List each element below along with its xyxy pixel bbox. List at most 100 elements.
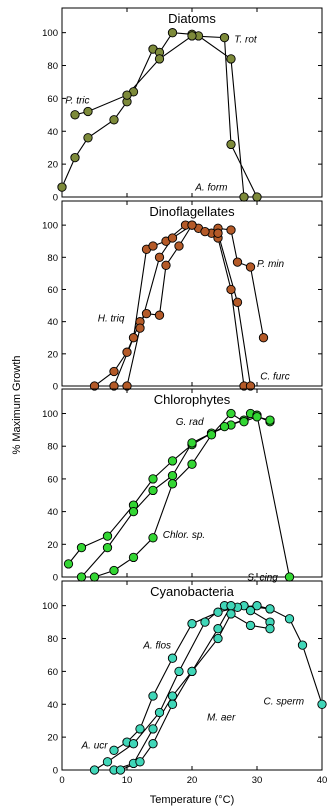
chlorophytes-series-1-point <box>167 470 178 481</box>
chlorophytes-series-2-point <box>226 408 236 419</box>
cyanobacteria-series-0-point <box>167 653 178 663</box>
diatoms-series-0-point <box>226 54 236 64</box>
dinoflagellates-series-2-point <box>167 233 178 243</box>
x-tick-label: 0 <box>59 775 64 786</box>
diatoms-y-tick-label: 60 <box>47 94 58 105</box>
cyanobacteria-panel-title: Cyanobacteria <box>150 584 235 599</box>
cyanobacteria-series-3-point <box>135 757 145 767</box>
diatoms-series-0-point <box>167 28 178 38</box>
cyanobacteria-series-1-point <box>252 601 262 611</box>
cyanobacteria-y-tick-label: 40 <box>47 700 58 711</box>
cyanobacteria-y-tick-label: 0 <box>53 766 58 777</box>
cyanobacteria-series-3-point <box>148 739 158 749</box>
chlorophytes-annotation-g-rad: G. rad <box>176 417 204 428</box>
cyanobacteria-annotation-a-flos: A. flos <box>142 640 171 651</box>
diatoms-series-1-point <box>122 90 132 100</box>
x-tick-label: 40 <box>317 775 328 786</box>
dinoflagellates-series-1-point <box>226 284 236 295</box>
cyanobacteria-series-0-point <box>135 724 145 734</box>
dinoflagellates-series-0-point <box>141 308 152 319</box>
dinoflagellates-series-1-line <box>113 224 245 387</box>
chlorophytes-series-2-point <box>128 552 139 563</box>
chlorophytes-series-2-point <box>239 417 249 427</box>
diatoms-series-0-point <box>239 192 249 202</box>
chlorophytes-y-tick-label: 20 <box>47 540 58 551</box>
cyanobacteria-series-2-point <box>167 691 178 701</box>
dinoflagellates-y-tick-label: 60 <box>47 285 58 296</box>
x-axis-title: Temperature (°C) <box>150 794 234 806</box>
x-tick-label: 10 <box>122 775 133 786</box>
cyanobacteria-series-2-point <box>213 624 223 634</box>
cyanobacteria-y-tick-label: 100 <box>42 601 58 612</box>
cyanobacteria-series-0-point <box>187 619 197 629</box>
dinoflagellates-series-1-point <box>109 381 119 391</box>
dinoflagellates-annotation-p-min: P. min <box>257 259 284 270</box>
chlorophytes-panel-title: Chlorophytes <box>154 392 231 407</box>
dinoflagellates-y-tick-label: 100 <box>42 221 58 232</box>
diatoms-series-1-point <box>154 54 165 64</box>
cyanobacteria-series-0-point <box>213 607 223 617</box>
chlorophytes-y-tick-label: 40 <box>47 507 58 518</box>
dinoflagellates-series-0-point <box>89 381 100 391</box>
chlorophytes-series-2-point <box>265 415 275 425</box>
cyanobacteria-series-1-point <box>154 707 165 718</box>
cyanobacteria-y-tick-label: 80 <box>47 634 58 645</box>
cyanobacteria-series-1-point <box>128 739 139 749</box>
diatoms-series-1-line <box>74 35 258 198</box>
cyanobacteria-series-3-point <box>265 624 275 634</box>
diatoms-annotation-a-form: A. form <box>194 182 227 193</box>
diatoms-panel-title: Diatoms <box>168 11 216 26</box>
cyanobacteria-series-0-point <box>284 614 295 624</box>
cyanobacteria-series-1-point <box>265 604 275 614</box>
cyanobacteria-series-3-point <box>226 609 236 619</box>
diatoms-y-tick-label: 80 <box>47 61 58 72</box>
dinoflagellates-series-0-point <box>109 366 119 377</box>
dinoflagellates-series-2-point <box>187 220 197 230</box>
dinoflagellates-panel-title: Dinoflagellates <box>149 204 235 219</box>
diatoms-series-1-point <box>70 110 80 120</box>
diatoms-annotation-t-rot: T. rot <box>234 35 258 46</box>
chlorophytes-series-2-point <box>148 533 158 543</box>
diatoms-series-0-point <box>109 115 119 125</box>
dinoflagellates-series-1-point <box>200 226 210 237</box>
dinoflagellates-series-0-point <box>161 260 171 270</box>
dinoflagellates-series-2-point <box>135 323 145 333</box>
chlorophytes-y-tick-label: 80 <box>47 442 58 453</box>
diatoms-y-tick-label: 40 <box>47 127 58 138</box>
chlorophytes-y-tick-label: 60 <box>47 474 58 485</box>
dinoflagellates-annotation-h-triq: H. triq <box>98 314 125 325</box>
cyanobacteria-series-0-point <box>297 640 308 650</box>
cyanobacteria-y-tick-label: 60 <box>47 667 58 678</box>
dinoflagellates-series-0-point <box>258 333 269 343</box>
chlorophytes-series-0-point <box>148 474 158 484</box>
chlorophytes-series-2-point <box>89 572 100 582</box>
chlorophytes-series-0-point <box>76 542 87 553</box>
chlorophytes-series-2-point <box>206 430 217 440</box>
cyanobacteria-series-1-point <box>89 765 100 775</box>
cyanobacteria-series-1-point <box>200 617 210 627</box>
chlorophytes-series-1-point <box>187 438 197 448</box>
chlorophytes-annotation-chlor-sp: Chlor. sp. <box>163 530 205 541</box>
chlorophytes-series-2-point <box>187 459 197 469</box>
diatoms-series-0-point <box>57 182 67 192</box>
chlorophytes-series-0-line <box>68 412 271 565</box>
cyanobacteria-y-tick-label: 20 <box>47 733 58 744</box>
dinoflagellates-series-0-point <box>122 347 132 357</box>
dinoflagellates-series-2-point <box>213 228 223 238</box>
chlorophytes-annotation-s-cing: S. cing <box>247 572 278 583</box>
dinoflagellates-series-0-point <box>174 241 184 251</box>
cyanobacteria-series-1-point <box>102 757 113 767</box>
y-axis-title: % Maximum Growth <box>11 355 23 454</box>
cyanobacteria-annotation-m-aer: M. aer <box>207 713 236 724</box>
diatoms-series-1-point <box>252 192 262 202</box>
diatoms-series-0-point <box>70 152 80 163</box>
chlorophytes-y-tick-label: 100 <box>42 409 58 420</box>
cyanobacteria-series-3-point <box>245 620 256 631</box>
diatoms-annotation-p-tric: P. tric <box>65 95 89 106</box>
chlorophytes-series-1-point <box>284 572 295 582</box>
chlorophytes-series-2-line <box>94 412 271 578</box>
cyanobacteria-series-0-point <box>317 699 327 709</box>
diatoms-series-1-point <box>226 139 236 150</box>
cyanobacteria-series-3-point <box>213 633 223 644</box>
